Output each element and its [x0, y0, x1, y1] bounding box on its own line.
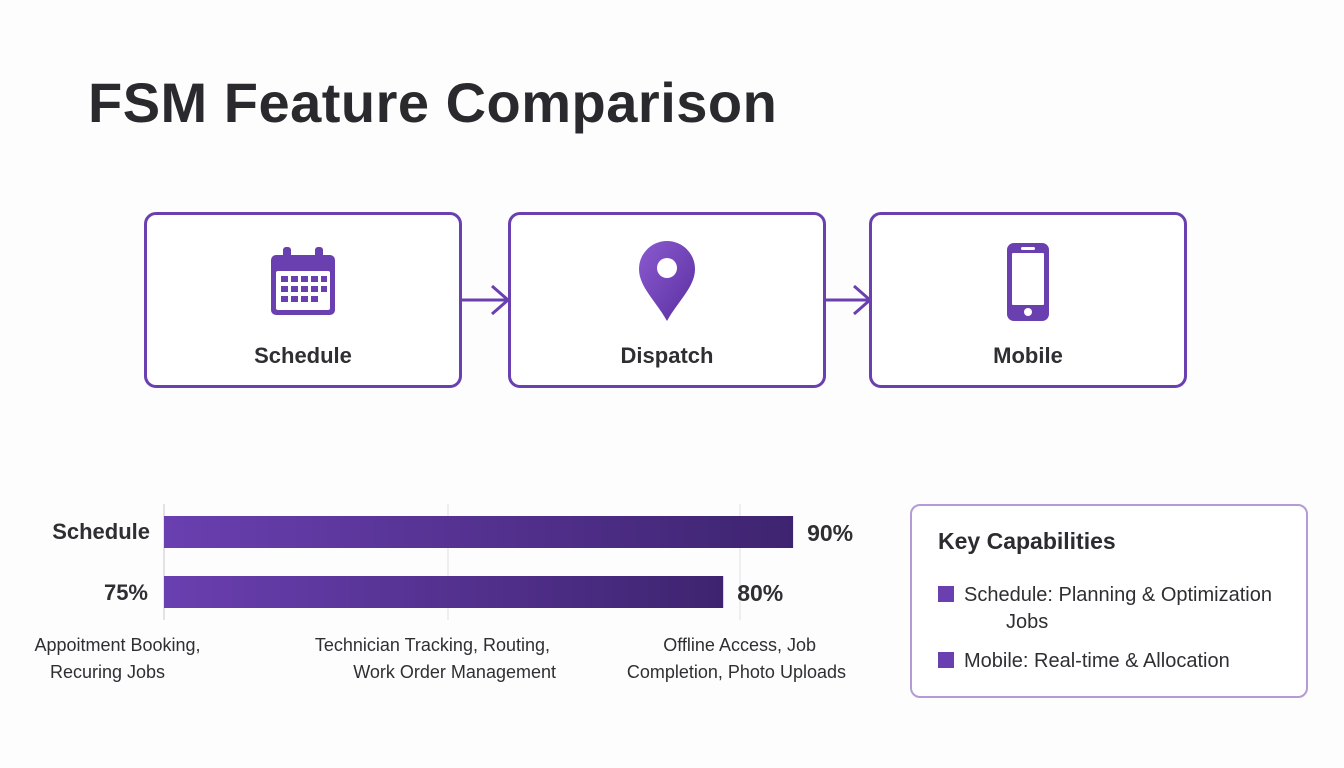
- bar-value-label-1: 90%: [807, 520, 854, 546]
- flow-step-dispatch: Dispatch: [508, 212, 826, 388]
- page-title: FSM Feature Comparison: [88, 71, 778, 134]
- bar-2: [164, 576, 724, 608]
- flow-step-label: Mobile: [993, 343, 1063, 368]
- feature-annotation-mobile: Offline Access, Job Completion, Photo Up…: [626, 635, 846, 682]
- flow-step-mobile: Mobile: [869, 212, 1187, 388]
- bar-value-label-2: 80%: [737, 580, 784, 606]
- bar-label-1: Schedule: [52, 519, 150, 544]
- key-item-mobile: Mobile: Real-time & Allocation: [938, 648, 1230, 675]
- bar-1: [164, 516, 794, 548]
- key-capabilities-panel: Key Capabilities Schedule: Planning & Op…: [910, 504, 1308, 698]
- key-item-schedule: Schedule: Planning & Optimization Jobs: [938, 582, 1272, 636]
- feature-annotation-scheduling: Appoitment Booking, Recuring Jobs: [34, 635, 201, 682]
- feature-annotation-dispatch: Technician Tracking, Routing, Work Order…: [314, 635, 556, 682]
- legend-square-icon: [938, 652, 954, 668]
- flow-step-schedule: Schedule: [144, 212, 462, 388]
- flow-arrow-icon: [462, 284, 511, 316]
- smartphone-icon: [1007, 243, 1049, 321]
- legend-square-icon: [938, 586, 954, 602]
- map-pin-icon: [639, 241, 695, 321]
- feature-bar-chart: [163, 504, 794, 620]
- flow-arrow-icon: [824, 284, 873, 316]
- bar-label-2: 75%: [103, 580, 148, 605]
- calendar-icon: [271, 247, 335, 315]
- flow-step-label: Dispatch: [620, 343, 714, 368]
- key-capabilities-title: Key Capabilities: [938, 528, 1116, 554]
- flow-step-label: Schedule: [254, 343, 352, 368]
